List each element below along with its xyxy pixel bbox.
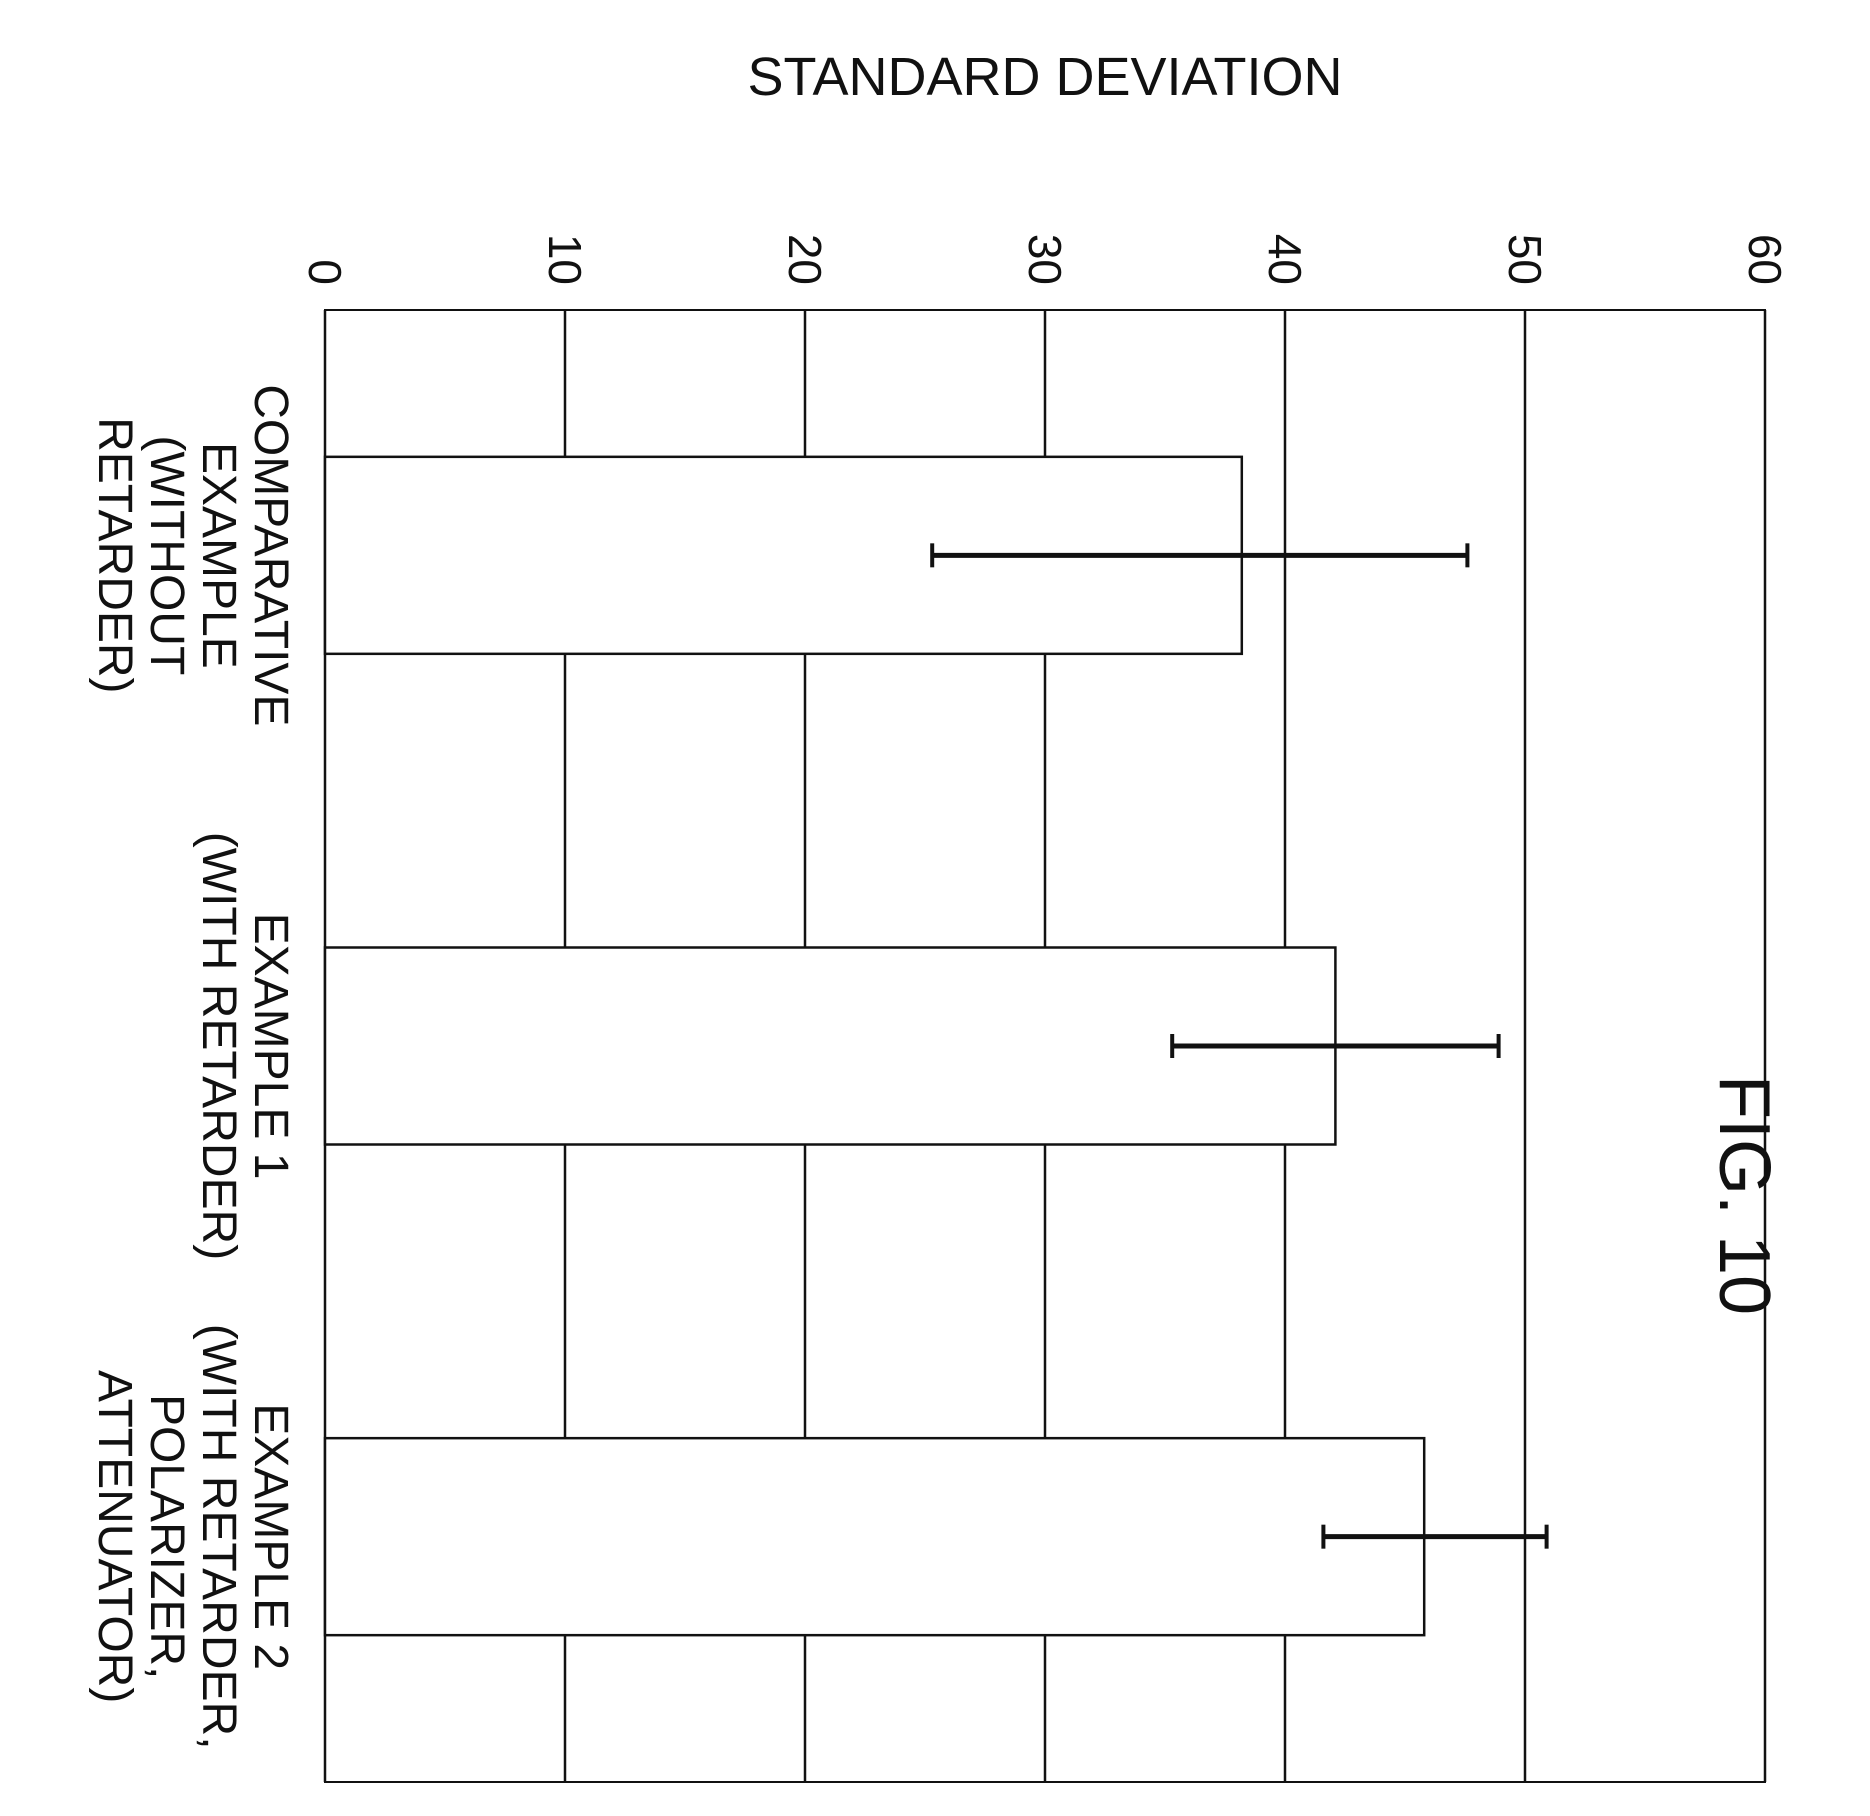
value-tick-label: 50: [1499, 234, 1551, 285]
figure-label: FIG. 10: [1704, 1075, 1784, 1315]
category-label-3: EXAMPLE 2(WITH RETARDER,POLARIZER,ATTENU…: [88, 1324, 297, 1750]
value-axis-title: STANDARD DEVIATION: [747, 47, 1342, 107]
value-tick-label: 30: [1019, 234, 1071, 285]
value-tick-label: 10: [539, 234, 591, 285]
value-tick-label: 0: [299, 259, 351, 285]
plot-area: 0 10 20 30 40 50 60 COMPARATIVEEXAMPLE(WITHOUTR…: [88, 234, 1791, 1783]
value-tick-label: 40: [1259, 234, 1311, 285]
value-tick-label: 20: [779, 234, 831, 285]
value-tick-label: 60: [1739, 234, 1791, 285]
category-label-1: COMPARATIVEEXAMPLE(WITHOUTRETARDER): [88, 384, 297, 726]
category-label-2: EXAMPLE 1(WITH RETARDER): [192, 832, 297, 1260]
bar-3: [323, 1436, 1426, 1637]
